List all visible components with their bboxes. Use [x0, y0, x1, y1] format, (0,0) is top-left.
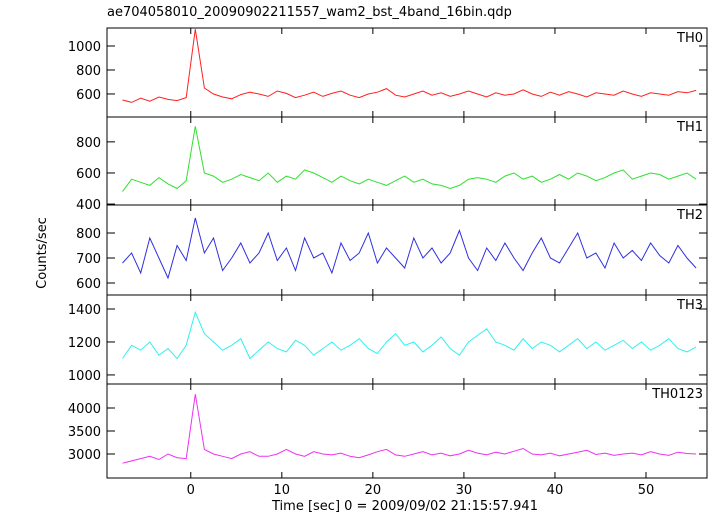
data-line — [122, 217, 697, 280]
panel-label: TH0 — [676, 31, 703, 46]
y-tick-label: 3500 — [68, 425, 101, 440]
y-axis-label: Counts/sec — [35, 217, 50, 289]
panel-label: TH1 — [676, 120, 703, 135]
x-tick-label: 10 — [274, 483, 291, 498]
data-line — [122, 310, 697, 360]
panel-frame — [106, 383, 708, 479]
y-tick-label: 1000 — [68, 40, 101, 55]
panel-frame — [106, 204, 708, 296]
chart-title: ae704058010_20090902211557_wam2_bst_4ban… — [107, 5, 512, 20]
x-tick-label: 20 — [365, 483, 382, 498]
x-tick-label: 0 — [187, 483, 195, 498]
y-tick-label: 800 — [76, 227, 101, 242]
y-tick-label: 700 — [76, 252, 101, 267]
data-line — [122, 394, 697, 464]
y-tick-label: 600 — [76, 88, 101, 103]
data-line — [122, 29, 697, 103]
y-tick-label: 400 — [76, 198, 101, 213]
y-tick-label: 1400 — [68, 303, 101, 318]
x-tick-label: 40 — [547, 483, 564, 498]
y-tick-label: 600 — [76, 167, 101, 182]
panel-frame — [106, 116, 708, 206]
data-line — [122, 126, 697, 192]
x-axis-label: Time [sec] 0 = 2009/09/02 21:15:57.941 — [271, 499, 538, 514]
y-tick-label: 800 — [76, 136, 101, 151]
y-tick-label: 4000 — [68, 402, 101, 417]
panel-frame — [106, 294, 708, 385]
panel-label: TH0123 — [651, 387, 703, 402]
y-tick-label: 3000 — [68, 448, 101, 463]
y-tick-label: 800 — [76, 64, 101, 79]
x-tick-label: 50 — [638, 483, 655, 498]
panel-label: TH2 — [676, 208, 703, 223]
y-tick-label: 1200 — [68, 336, 101, 351]
panel-label: TH3 — [676, 298, 703, 313]
y-tick-label: 1000 — [68, 369, 101, 384]
y-tick-label: 600 — [76, 277, 101, 292]
x-tick-label: 30 — [456, 483, 473, 498]
